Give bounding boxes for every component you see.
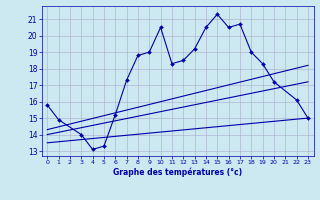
X-axis label: Graphe des températures (°c): Graphe des températures (°c) — [113, 168, 242, 177]
